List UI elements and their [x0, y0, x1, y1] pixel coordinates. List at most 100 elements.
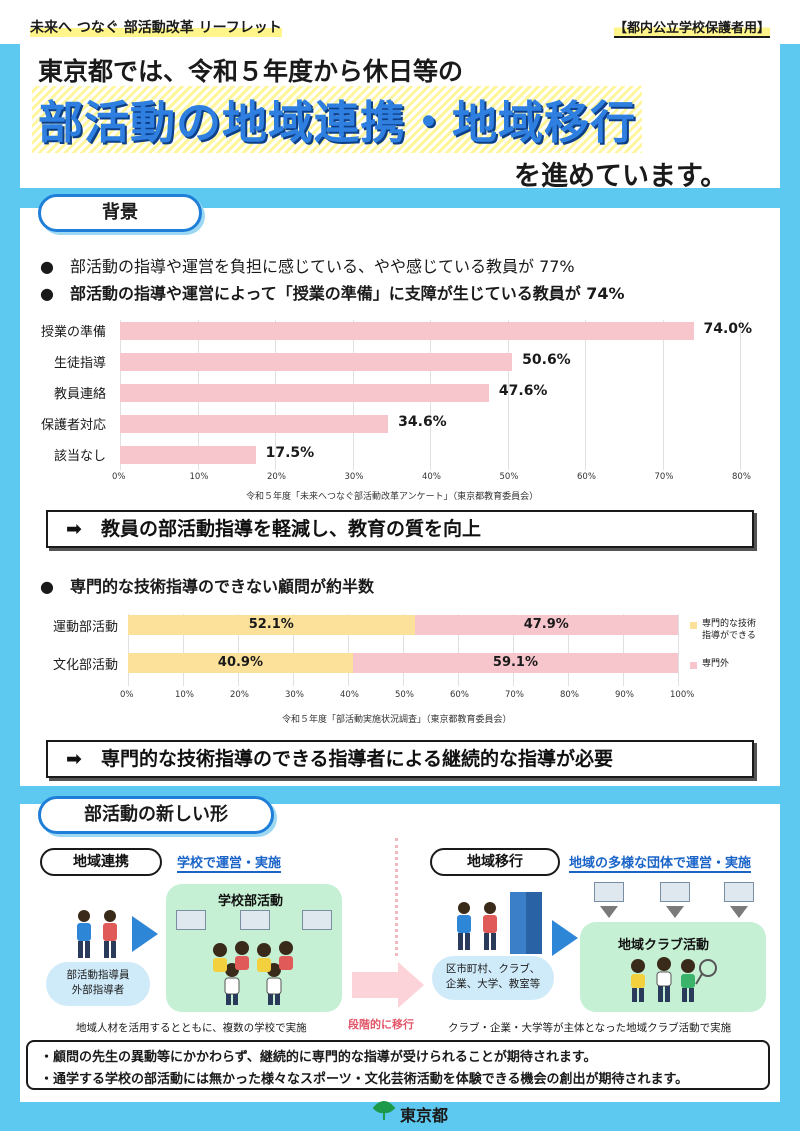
school-building-icon [240, 910, 270, 930]
arrow-down-icon [730, 906, 748, 918]
arrow-down-icon [600, 906, 618, 918]
background-panel [20, 208, 780, 786]
bullet-dot-icon: ● [40, 284, 54, 303]
club-activity-label: 地域クラブ活動 [618, 938, 710, 953]
school-building-icon [302, 910, 332, 930]
school-building-icon [176, 910, 206, 930]
chart-1-value-label: 34.6% [398, 414, 447, 430]
left-tag: 地域連携 [40, 848, 162, 876]
bullet-2: ● 部活動の指導や運営によって「授業の準備」に支障が生じている教員が 74% [40, 280, 625, 304]
arrow-down-icon [666, 906, 684, 918]
school-club-box [166, 884, 342, 1012]
chart-1-tick-label: 50% [499, 472, 519, 482]
chart-2-legend-label: 専門的な技術 [702, 619, 757, 629]
bullet-dot-icon: ● [40, 577, 54, 596]
chart-1-tick-label: 30% [344, 472, 364, 482]
chart-2-legend-label: 指導ができる [702, 631, 756, 641]
left-caption: 地域人材を活用するとともに、複数の学校で実施 [76, 1022, 307, 1034]
chart-1-category-label: 該当なし [53, 449, 106, 464]
bullet-3: ● 専門的な技術指導のできない顧問が約半数 [40, 573, 374, 597]
chart-2-tick-label: 10% [175, 690, 194, 700]
chart-1-tick-label: 80% [732, 472, 751, 482]
arrow-right-icon: ➡ [66, 518, 82, 540]
chart-1-gridline [662, 320, 664, 470]
right-bubble-line-2: 企業、大学、教室等 [445, 978, 541, 990]
chart-1-bar [120, 353, 513, 371]
chart-2-segment: 59.1% [352, 653, 678, 673]
office-building-icon [510, 892, 542, 954]
chart-2-category-label: 運動部活動 [52, 620, 118, 635]
chart-2-tick-label: 90% [615, 690, 634, 700]
chart-1-tick-label: 10% [189, 472, 209, 482]
transition-arrow-body [352, 972, 400, 998]
title-line-1: 東京都では、令和５年度から休日等の [38, 57, 464, 86]
bullet-3-text: 専門的な技術指導のできない顧問が約半数 [69, 577, 374, 596]
chart-1-gridline [740, 320, 741, 470]
chart-2-gridline [348, 614, 349, 686]
club-activity-box [580, 922, 766, 1012]
chart-1-value-label: 47.6% [498, 383, 548, 399]
audience-label: 【都内公立学校保護者用】 [614, 17, 771, 38]
chart-1-tick-label: 20% [267, 472, 286, 482]
conclusion-1-text: 教員の部活動指導を軽減し、教育の質を向上 [100, 518, 481, 540]
title-line-3: を進めています。 [514, 161, 728, 192]
chart-1-bar [120, 322, 694, 340]
chart-2-tick-label: 70% [505, 690, 524, 700]
chart-2-tick-label: 60% [450, 690, 469, 700]
people-icon [66, 908, 130, 960]
bullet-1: ● 部活動の指導や運営を負担に感じている、やや感じている教員が 77% [40, 253, 575, 277]
chart-2-tick-label: 40% [340, 690, 359, 700]
chart-2-gridline [458, 614, 459, 686]
right-caption: クラブ・企業・大学等が主体となった地域クラブ活動で実施 [448, 1022, 732, 1034]
chart-2-legend-label: 専門外 [702, 659, 730, 669]
chart-1-gridline [507, 320, 509, 470]
chart-2-gridline [568, 614, 569, 686]
left-bubble-line-1: 部活動指導員 [66, 969, 130, 981]
chart-1-tick-label: 40% [422, 472, 441, 482]
background-pill: 背景 [38, 194, 202, 232]
chart-1-category-label: 授業の準備 [40, 325, 106, 340]
conclusion-2: ➡ 専門的な技術指導のできる指導者による継続的な指導が必要 [46, 740, 754, 778]
chart-1-tick-label: 70% [654, 472, 674, 482]
right-bubble: 区市町村、クラブ、 企業、大学、教室等 [432, 956, 554, 1000]
chart-1-tick-label: 60% [577, 472, 596, 482]
chart-1-bar [120, 415, 389, 433]
chart-1-gridline [585, 320, 586, 470]
people-icon [446, 900, 510, 952]
notes-box [26, 1040, 770, 1090]
chart-2-gridline [128, 614, 129, 686]
chart-1-category-label: 生徒指導 [53, 356, 106, 371]
right-tag: 地域移行 [430, 848, 560, 876]
left-bubble-line-2: 外部指導者 [71, 984, 125, 996]
school-building-icon [660, 882, 690, 902]
chart-2-segment: 40.9% [128, 653, 353, 673]
transition-arrow-icon [398, 962, 424, 1008]
chart-1-source: 令和５年度「未来へつなぐ部活動改革アンケート」（東京都教育委員会） [246, 492, 539, 502]
bullet-1-text: 部活動の指導や運営を負担に感じている、やや感じている教員が 77% [69, 257, 575, 276]
chart-2-tick-label: 30% [285, 690, 304, 700]
chart-2-category-label: 文化部活動 [52, 658, 118, 673]
chart-1-value-label: 74.0% [703, 321, 753, 337]
chart-2-segment: 47.9% [414, 615, 678, 635]
arrow-right-icon [552, 920, 578, 956]
conclusion-1: ➡ 教員の部活動指導を軽減し、教育の質を向上 [46, 510, 754, 548]
divider-dotted [395, 838, 398, 956]
chart-2-gridline [183, 614, 184, 686]
chart-1-category-label: 保護者対応 [40, 418, 106, 433]
chart-2-tick-label: 100% [670, 690, 695, 700]
bullet-dot-icon: ● [40, 257, 54, 276]
left-bubble: 部活動指導員 外部指導者 [46, 962, 150, 1006]
chart-2-gridline [513, 614, 514, 686]
school-building-icon [724, 882, 754, 902]
school-club-label: 学校部活動 [218, 894, 284, 909]
chart-2-gridline [293, 614, 294, 686]
students-icon [206, 940, 306, 1006]
chart-2-tick-label: 80% [560, 690, 579, 700]
chart-2-legend-swatch [690, 622, 697, 629]
arrow-right-icon: ➡ [66, 748, 82, 770]
ginkgo-logo-icon [372, 1100, 396, 1122]
new-form-pill: 部活動の新しい形 [38, 796, 274, 834]
left-subhead: 学校で運営・実施 [177, 852, 282, 873]
arrow-right-icon [132, 916, 158, 952]
chart-1-bar [120, 446, 256, 464]
